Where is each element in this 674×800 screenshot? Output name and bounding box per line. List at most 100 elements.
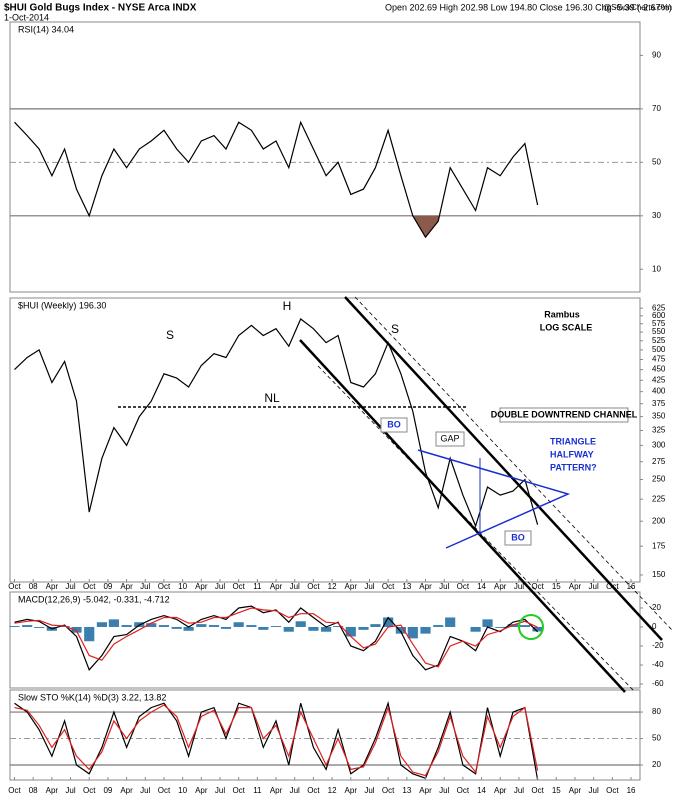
x-tick-label: Apr <box>270 786 283 795</box>
x-tick-label: Apr <box>345 582 358 591</box>
channel-line <box>299 339 626 693</box>
histogram-bar <box>220 626 232 629</box>
x-tick-label: Apr <box>46 786 59 795</box>
histogram-bar <box>171 626 182 629</box>
channel-line <box>317 365 636 693</box>
y-tick-label: 50 <box>652 734 661 743</box>
x-tick-label: 11 <box>253 582 262 591</box>
x-tick-label: Oct <box>232 786 245 795</box>
x-tick-label: Oct <box>83 582 96 591</box>
histogram-bar <box>84 626 95 642</box>
x-tick-label: Jul <box>140 786 150 795</box>
panel-title: RSI(14) 34.04 <box>18 24 74 34</box>
histogram-bar <box>470 626 481 632</box>
x-tick-label: Oct <box>307 582 320 591</box>
x-tick-label: Oct <box>307 786 320 795</box>
y-tick-label: 50 <box>652 157 661 166</box>
x-tick-label: Jul <box>290 582 300 591</box>
histogram-bar <box>158 625 170 627</box>
y-tick-label: 90 <box>652 51 661 60</box>
histogram-bar <box>108 619 119 627</box>
annotation: TRIANGLE <box>550 436 596 446</box>
x-tick-label: Jul <box>514 582 524 591</box>
y-tick-label: 525 <box>652 336 666 345</box>
x-tick-label: Jul <box>589 786 599 795</box>
annotation: LOG SCALE <box>540 322 593 332</box>
histogram-bar <box>295 621 306 627</box>
x-tick-label: 15 <box>552 582 561 591</box>
x-tick-label: 10 <box>178 582 187 591</box>
x-tick-label: Oct <box>606 786 619 795</box>
x-tick-label: 09 <box>103 786 112 795</box>
x-tick-label: Jul <box>65 786 75 795</box>
histogram-bar <box>233 622 244 627</box>
y-tick-label: 30 <box>652 211 661 220</box>
y-tick-label: 550 <box>652 327 666 336</box>
x-tick-label: Oct <box>158 786 171 795</box>
histogram-bar <box>383 617 394 627</box>
annotation: S <box>391 322 399 336</box>
annotation: Rambus <box>544 309 580 319</box>
x-tick-label: Jul <box>65 582 75 591</box>
histogram-bar <box>482 619 493 627</box>
y-tick-label: 475 <box>652 355 666 364</box>
histogram-bar <box>420 626 431 634</box>
x-tick-label: Jul <box>589 582 599 591</box>
x-tick-label: Apr <box>494 582 507 591</box>
x-tick-label: 14 <box>477 582 486 591</box>
x-tick-label: Apr <box>120 786 133 795</box>
histogram-bar <box>332 626 344 627</box>
panel-frame <box>9 591 641 689</box>
histogram-bar <box>358 626 369 630</box>
x-tick-label: Apr <box>419 582 432 591</box>
panel: MACD(12,26,9) -5.042, -0.331, -4.712 -60 -… <box>9 591 664 689</box>
histogram-bar <box>22 625 33 627</box>
series-line <box>14 704 539 777</box>
triangle <box>417 449 571 549</box>
y-tick-label: 500 <box>652 345 666 354</box>
x-tick-label: Oct <box>382 582 395 591</box>
x-tick-label: Jul <box>290 786 300 795</box>
histogram-bar <box>71 626 82 633</box>
histogram-bar <box>321 626 332 632</box>
y-tick-label: 20 <box>652 603 661 612</box>
annotation: BO <box>511 532 525 542</box>
x-tick-label: Jul <box>364 786 374 795</box>
histogram-bar <box>196 624 207 627</box>
callout <box>380 417 408 433</box>
y-tick-label: 325 <box>652 426 666 435</box>
x-tick-label: Apr <box>494 786 507 795</box>
y-tick-label: 350 <box>652 412 666 421</box>
histogram-bar <box>370 624 381 627</box>
x-tick-label: 16 <box>627 786 636 795</box>
x-tick-label: 15 <box>552 786 561 795</box>
histogram-bar <box>283 626 294 632</box>
histogram-bar <box>183 626 194 631</box>
histogram-bar <box>519 625 530 627</box>
y-tick-label: 250 <box>652 475 666 484</box>
histogram-bar <box>532 626 543 632</box>
annotation: PATTERN? <box>550 462 597 472</box>
x-tick-label: Jul <box>215 582 225 591</box>
histogram-bar <box>445 617 456 627</box>
y-tick-label: 450 <box>652 365 666 374</box>
y-tick-label: 200 <box>652 516 666 525</box>
x-tick-label: Apr <box>195 786 208 795</box>
histogram-bar <box>433 625 444 627</box>
x-tick-label: Apr <box>419 786 432 795</box>
annotation: DOUBLE DOWNTREND CHANNEL <box>491 409 638 419</box>
y-tick-label: 625 <box>652 303 666 312</box>
x-tick-label: Oct <box>83 786 96 795</box>
x-tick-label: Apr <box>120 582 133 591</box>
y-tick-label: 275 <box>652 457 666 466</box>
y-tick-label: 175 <box>652 541 666 550</box>
histogram-bar <box>146 623 157 627</box>
histogram-bar <box>258 626 269 630</box>
y-tick-label: -20 <box>652 641 664 650</box>
source: @StockCharts.com <box>603 3 672 12</box>
histogram-bar <box>345 626 356 637</box>
x-tick-label: 16 <box>627 582 636 591</box>
header-title: $HUI Gold Bugs Index - NYSE Arca INDX <box>4 3 197 14</box>
x-tick-label: Oct <box>382 786 395 795</box>
